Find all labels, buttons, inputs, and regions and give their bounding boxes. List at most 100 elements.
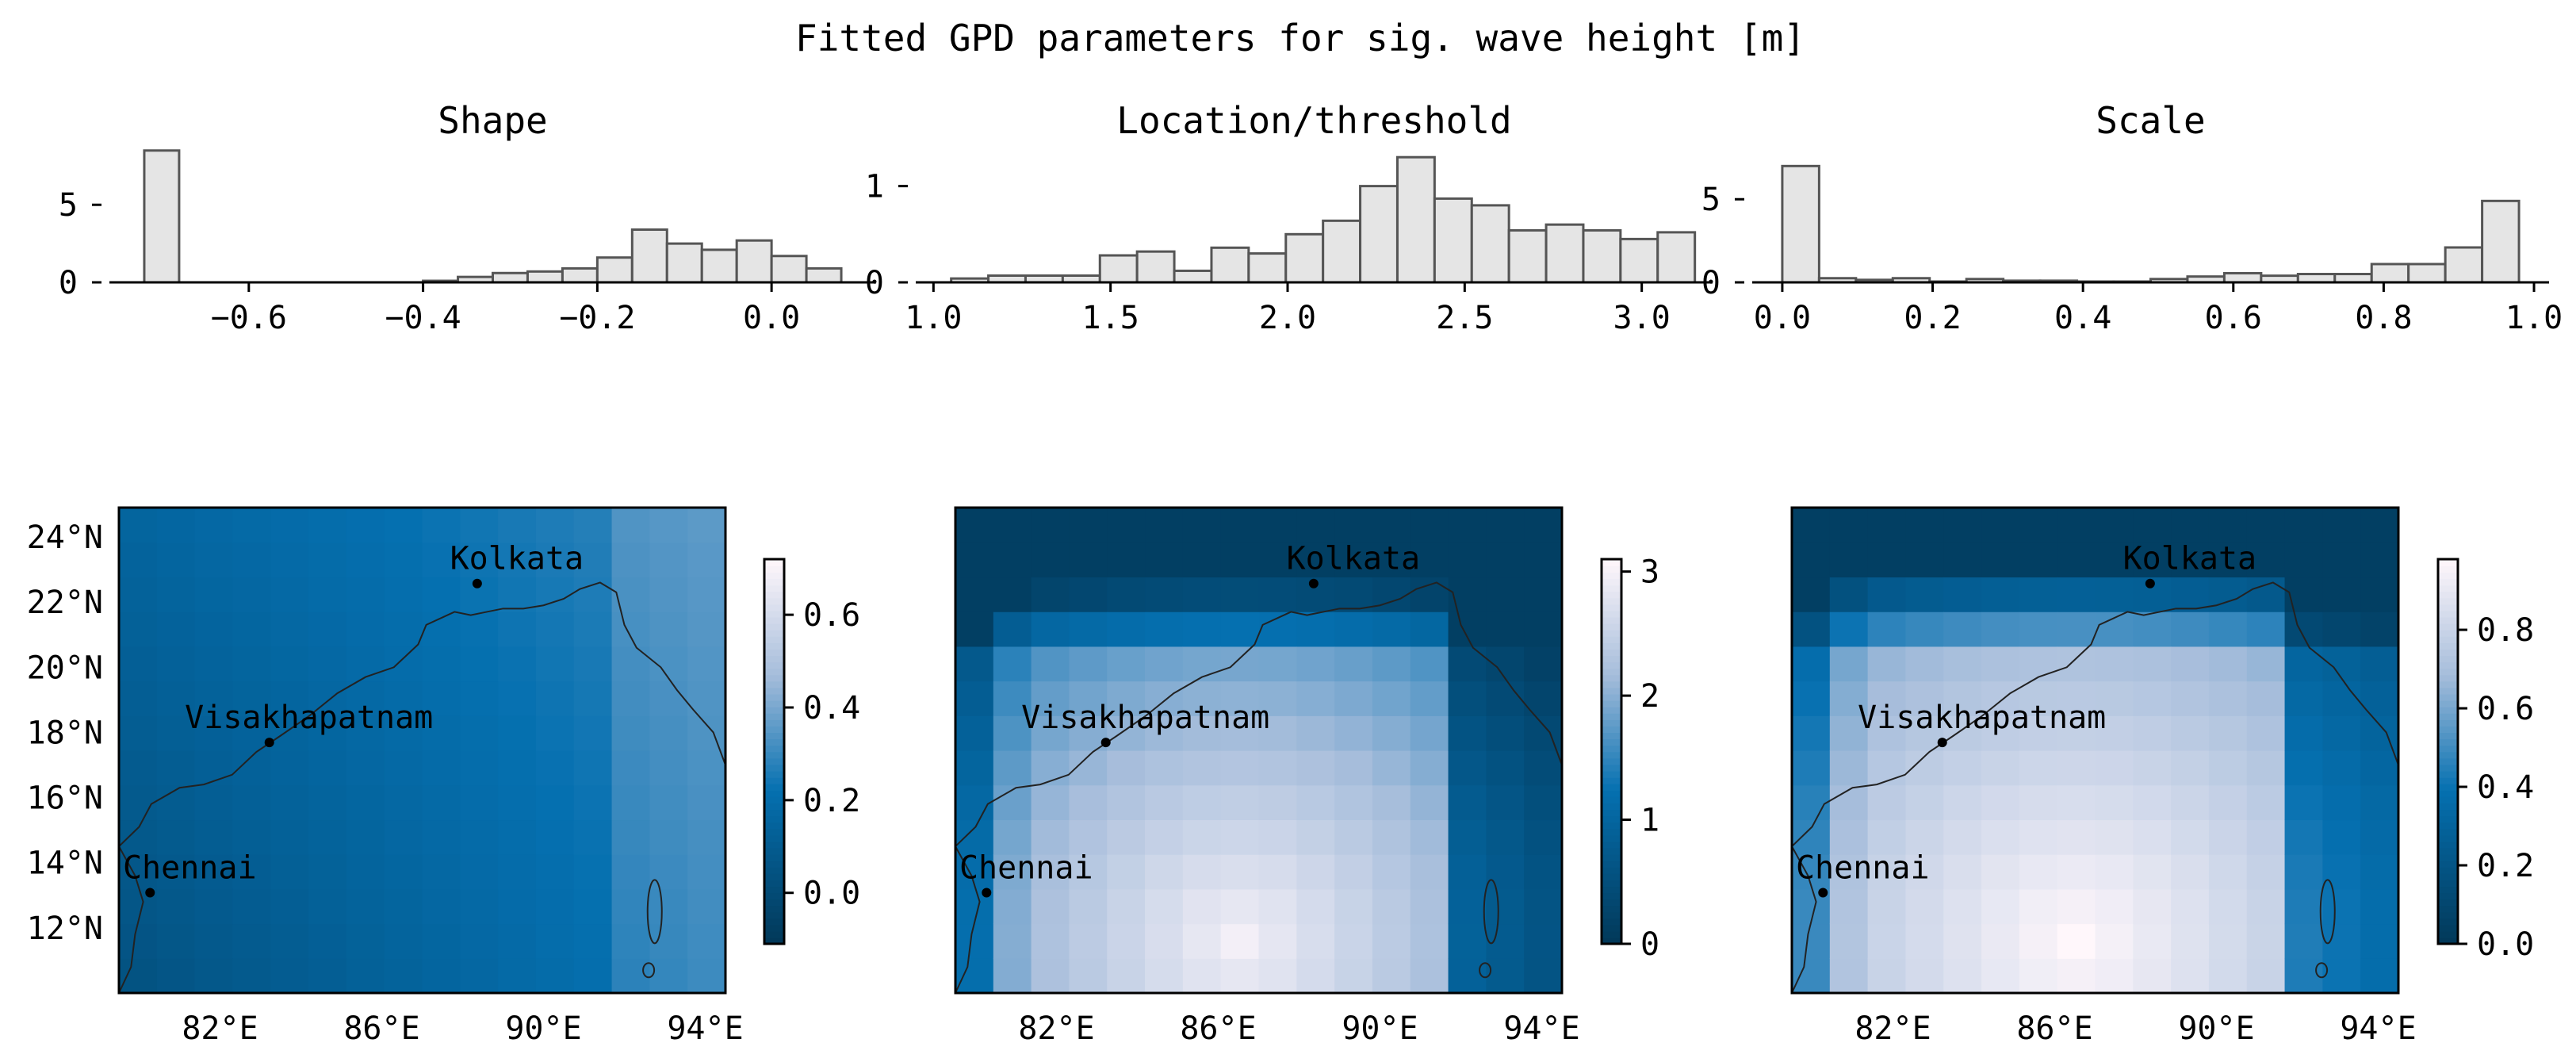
grid-cell bbox=[2322, 508, 2361, 543]
grid-cell bbox=[993, 923, 1032, 959]
grid-cell bbox=[232, 958, 271, 994]
colorbar-segment bbox=[764, 880, 784, 888]
grid-cell bbox=[2284, 646, 2323, 682]
histogram-1: Shape −0.6 −0.4 −0.2 0.0 0 5 bbox=[59, 99, 876, 336]
colorbar-frame bbox=[2436, 558, 2459, 945]
grid-cell bbox=[1981, 612, 2020, 647]
grid-cell bbox=[1296, 819, 1335, 855]
grid-cell bbox=[270, 612, 309, 647]
grid-cell bbox=[422, 715, 461, 751]
grid-cell bbox=[1867, 784, 1907, 821]
colorbar-segment bbox=[2438, 616, 2458, 624]
grid-cell bbox=[1220, 681, 1260, 716]
grid-cell bbox=[1410, 612, 1449, 647]
grid-cell bbox=[1145, 784, 1184, 821]
colorbar-segment bbox=[2438, 918, 2458, 926]
colorbar-segment bbox=[764, 629, 784, 637]
colorbar-segment bbox=[2438, 681, 2458, 688]
grid-cell bbox=[2171, 784, 2210, 821]
grid-cell bbox=[1258, 646, 1297, 682]
grid-cell bbox=[649, 923, 688, 959]
grid-cell bbox=[2246, 577, 2286, 612]
grid-cell bbox=[2133, 612, 2172, 647]
colorbar-segment bbox=[2438, 642, 2458, 650]
colorbar-segment bbox=[1602, 566, 1621, 573]
grid-cell bbox=[611, 646, 650, 682]
colorbar-segment bbox=[2438, 790, 2458, 797]
grid-cell bbox=[2057, 819, 2096, 855]
grid-cell bbox=[611, 923, 650, 959]
y-tick-label: 0 bbox=[865, 265, 884, 301]
grid-cell bbox=[1145, 508, 1184, 543]
grid-cell bbox=[1448, 958, 1487, 994]
colorbar-segment bbox=[764, 899, 784, 907]
colorbar-segment bbox=[1602, 937, 1621, 945]
colorbar-segment bbox=[1602, 905, 1621, 913]
grid-cell bbox=[2322, 923, 2361, 959]
colorbar-segment bbox=[764, 616, 784, 624]
grid-cell bbox=[422, 854, 461, 890]
grid-cell bbox=[1107, 784, 1146, 821]
grid-cell bbox=[2360, 888, 2399, 925]
grid-cell bbox=[2208, 923, 2248, 959]
colorbar-segment bbox=[2438, 719, 2458, 727]
grid-cell bbox=[346, 542, 385, 578]
grid-cell bbox=[2171, 923, 2210, 959]
grid-cell bbox=[1258, 715, 1297, 751]
grid-cell bbox=[1486, 508, 1525, 543]
colorbar-segment bbox=[2438, 566, 2458, 573]
grid-cell bbox=[460, 958, 499, 994]
colorbar-segment bbox=[1602, 783, 1621, 791]
grid-cell bbox=[1792, 715, 1831, 751]
grid-cell bbox=[1981, 923, 2020, 959]
map-x-tick-label: 94°E bbox=[1503, 1010, 1579, 1047]
grid-cell bbox=[2246, 681, 2286, 716]
grid-cell bbox=[1145, 819, 1184, 855]
grid-cell bbox=[498, 646, 537, 682]
grid-cell bbox=[2019, 958, 2058, 994]
grid-cell bbox=[2095, 715, 2134, 751]
map-x-tick-label: 94°E bbox=[667, 1010, 743, 1047]
grid-cell bbox=[422, 577, 461, 612]
grid-cell bbox=[119, 681, 158, 716]
map-y-tick-label: 22°N bbox=[27, 585, 103, 621]
city-label: Visakhapatnam bbox=[185, 700, 433, 736]
grid-cell bbox=[1905, 646, 1944, 682]
grid-cell bbox=[1145, 715, 1184, 751]
grid-cell bbox=[1981, 888, 2020, 925]
histogram-bar bbox=[1781, 164, 1820, 284]
colorbar-segment bbox=[1602, 776, 1621, 784]
grid-cell bbox=[2095, 958, 2134, 994]
grid-cell bbox=[2360, 750, 2399, 786]
grid-cell bbox=[1220, 958, 1260, 994]
grid-cell bbox=[1334, 923, 1373, 959]
histogram-bar bbox=[2296, 273, 2337, 284]
grid-cell bbox=[1829, 750, 1869, 786]
colorbar-segment bbox=[2438, 815, 2458, 823]
grid-cell bbox=[232, 819, 271, 855]
grid-cell bbox=[1943, 646, 1982, 682]
grid-cell bbox=[346, 750, 385, 786]
colorbar-segment bbox=[764, 853, 784, 861]
grid-cell bbox=[2019, 888, 2058, 925]
grid-cell bbox=[1220, 577, 1260, 612]
grid-cell bbox=[2284, 508, 2323, 543]
grid-cell bbox=[1981, 508, 2020, 543]
grid-cell bbox=[573, 612, 613, 647]
colorbar-segment bbox=[764, 687, 784, 695]
grid-cell bbox=[1182, 958, 1222, 994]
colorbar-segment bbox=[1602, 860, 1621, 868]
grid-cell bbox=[1372, 888, 1411, 925]
city-marker bbox=[2145, 578, 2155, 589]
grid-cell bbox=[2095, 612, 2134, 647]
city-marker bbox=[472, 578, 482, 589]
grid-cell bbox=[611, 681, 650, 716]
grid-cell bbox=[460, 888, 499, 925]
grid-cell bbox=[2246, 542, 2286, 578]
histogram-bar bbox=[1619, 237, 1659, 284]
grid-cell bbox=[1145, 577, 1184, 612]
colorbar-segment bbox=[2438, 757, 2458, 765]
grid-cell bbox=[1981, 819, 2020, 855]
grid-cell bbox=[119, 923, 158, 959]
map-panel-3: Kolkata Visakhapatnam Chennai 82°E 86°E 90°E 9… bbox=[1790, 506, 2534, 1047]
